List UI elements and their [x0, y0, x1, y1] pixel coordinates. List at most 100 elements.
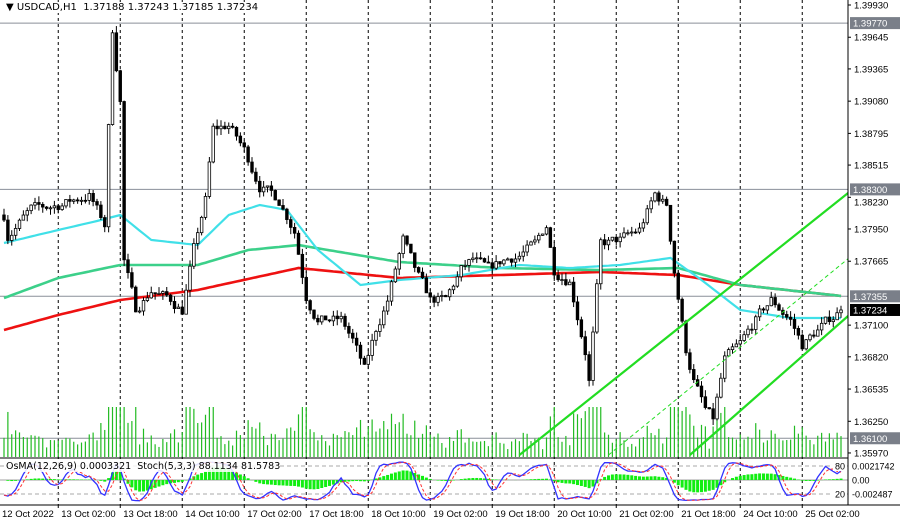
candle-body — [130, 272, 134, 288]
candle — [645, 204, 649, 225]
candle — [618, 232, 622, 248]
candle — [672, 240, 677, 278]
x-tick-label: 13 Oct 02:00 — [61, 509, 115, 520]
osma-bar — [800, 480, 804, 481]
candle-body — [777, 304, 781, 311]
candle — [161, 290, 165, 300]
candle — [591, 326, 595, 386]
candle — [285, 207, 289, 225]
candle — [587, 351, 591, 387]
stochastic-main-line — [3, 461, 842, 502]
candle-body — [382, 310, 386, 326]
osma-bar — [490, 479, 494, 480]
osma-bar — [207, 469, 211, 480]
candle-body — [37, 202, 41, 205]
candle-body — [145, 297, 150, 301]
candle — [800, 333, 804, 350]
candle — [79, 196, 84, 206]
candle — [265, 185, 270, 193]
candle-body — [95, 201, 99, 206]
candle — [83, 194, 88, 204]
osma-bar — [200, 473, 204, 480]
candle-body — [405, 235, 409, 245]
candle — [304, 271, 308, 305]
candle-body — [413, 252, 417, 268]
candle-body — [416, 267, 421, 273]
candle — [734, 339, 739, 348]
osma-bar — [424, 477, 428, 480]
candle — [835, 307, 839, 321]
candle — [343, 313, 347, 330]
candle — [199, 215, 204, 236]
candle-body — [261, 186, 266, 193]
triangle-down-icon[interactable]: ▼ — [6, 2, 17, 13]
candle — [254, 167, 258, 185]
candle-body — [664, 198, 669, 206]
candle-body — [215, 125, 219, 130]
candle — [215, 119, 219, 136]
candle-body — [327, 319, 332, 322]
candle — [397, 252, 401, 276]
osma-bar — [448, 480, 452, 481]
candle — [176, 303, 181, 309]
candle — [316, 314, 320, 326]
osma-bar — [587, 480, 591, 489]
candle-body — [320, 315, 324, 323]
candle — [335, 310, 339, 326]
x-tick-label: 19 Oct 02:00 — [433, 509, 487, 520]
osma-bar — [479, 478, 483, 480]
candle-body — [234, 126, 239, 137]
candle-body — [796, 328, 801, 336]
osma-bar — [262, 480, 266, 485]
oscillator-scale-label: -0.002487 — [852, 490, 893, 500]
candle — [451, 284, 456, 294]
candle — [533, 235, 537, 245]
candle — [606, 237, 611, 251]
candle-body — [525, 244, 529, 253]
candle-body — [564, 279, 568, 286]
candle — [575, 296, 580, 326]
candle — [68, 194, 72, 208]
candle — [478, 251, 483, 260]
osma-bar — [176, 480, 180, 483]
osma-bar — [552, 480, 556, 482]
candle-body — [64, 199, 68, 207]
candle-body — [808, 334, 812, 341]
candle — [692, 364, 696, 383]
candle-body — [68, 199, 72, 202]
candle-body — [397, 253, 401, 270]
current-price-label-bg — [850, 303, 900, 316]
osma-bar — [576, 480, 579, 486]
osma-bar — [781, 475, 785, 480]
candle-body — [494, 261, 498, 269]
candle — [544, 225, 549, 236]
candle-body — [184, 289, 188, 315]
osma-bar — [529, 479, 533, 480]
candle-body — [106, 124, 111, 228]
level-price-label: 1.36100 — [853, 434, 887, 445]
candle — [455, 271, 460, 288]
osma-bar — [76, 479, 80, 480]
candle-body — [211, 125, 215, 163]
candle-body — [203, 196, 208, 218]
candle-body — [475, 257, 479, 260]
candle-body — [447, 289, 452, 298]
osma-bar — [273, 480, 277, 486]
osma-bar — [49, 479, 52, 480]
candle-body — [409, 243, 413, 254]
candle-body — [467, 259, 471, 266]
candle-body — [33, 202, 37, 206]
candle-body — [769, 297, 773, 307]
candle-body — [463, 264, 467, 267]
osma-bar — [29, 478, 33, 480]
candle-body — [401, 235, 405, 254]
candle-body — [44, 206, 49, 209]
y-tick-label: 1.36250 — [854, 417, 888, 428]
candle — [227, 122, 231, 134]
candle-body — [680, 298, 684, 322]
candle — [633, 228, 638, 234]
candle-body — [87, 193, 91, 201]
candle-body — [440, 295, 444, 297]
osma-bar — [831, 479, 835, 480]
